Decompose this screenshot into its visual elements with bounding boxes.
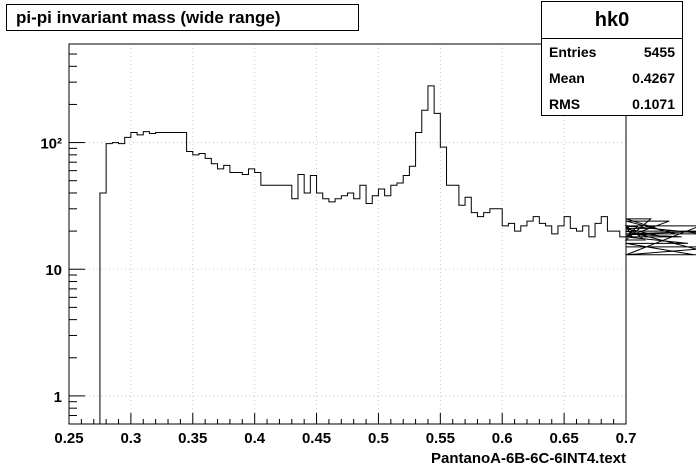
x-tick-label: 0.25 [54, 430, 83, 447]
stats-value: 5455 [643, 44, 675, 60]
x-tick-label: 0.45 [302, 430, 331, 447]
x-tick-label: 0.65 [550, 430, 579, 447]
plot-frame [68, 43, 627, 425]
stats-box: hk0 Entries 5455 Mean 0.4267 RMS 0.1071 [541, 1, 683, 116]
stats-histogram-name: hk0 [542, 2, 682, 39]
stats-label: RMS [549, 96, 581, 112]
stats-label: Entries [549, 44, 597, 60]
x-axis: 0.25 0.3 0.35 0.4 0.45 0.5 0.55 0.6 0.65 0.7 [54, 413, 636, 447]
x-tick-label: 0.7 [616, 430, 637, 447]
x-axis-label: PantanoA-6B-6C-6INT4.text [430, 450, 626, 467]
stats-label: Mean [549, 70, 585, 86]
x-tick-label: 0.4 [244, 430, 266, 447]
stats-value: 0.4267 [632, 70, 675, 86]
x-tick-label: 0.3 [120, 430, 141, 447]
stats-row-rms: RMS 0.1071 [542, 91, 682, 117]
y-tick-label: 1 [54, 389, 62, 406]
y-axis: 1 10 10² [40, 43, 85, 425]
x-tick-label: 0.5 [368, 430, 389, 447]
y-tick-label: 10² [40, 136, 62, 153]
stats-row-mean: Mean 0.4267 [542, 65, 682, 91]
x-tick-label: 0.35 [178, 430, 207, 447]
y-tick-label: 10 [45, 262, 62, 279]
stats-row-entries: Entries 5455 [542, 39, 682, 65]
x-tick-label: 0.55 [426, 430, 455, 447]
stats-value: 0.1071 [632, 96, 675, 112]
chart-title: pi-pi invariant mass (wide range) [6, 4, 359, 31]
histogram-series-line [99, 85, 696, 424]
x-tick-label: 0.6 [492, 430, 513, 447]
